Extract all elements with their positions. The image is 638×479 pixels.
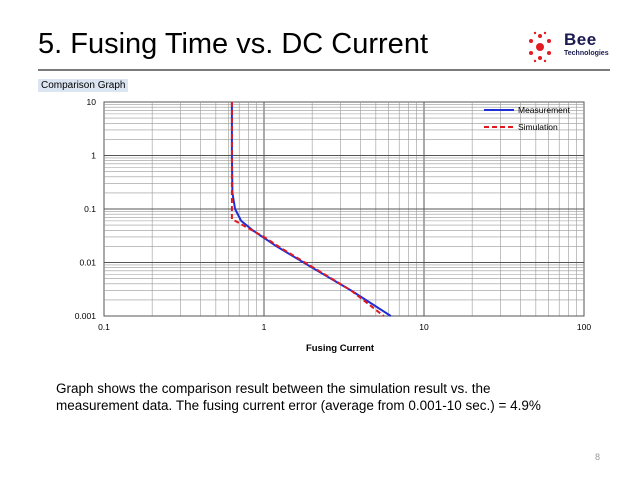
y-tick-label: 0.001 bbox=[75, 311, 97, 321]
x-tick-label: 1 bbox=[262, 322, 267, 332]
y-tick-label: 0.1 bbox=[84, 204, 96, 214]
logo-subtitle: Technologies bbox=[564, 50, 609, 57]
caption-line-1: Graph shows the comparison result betwee… bbox=[56, 381, 491, 396]
slide-title: 5. Fusing Time vs. DC Current bbox=[38, 28, 428, 60]
title-divider bbox=[38, 69, 610, 71]
legend-label-simulation: Simulation bbox=[518, 122, 558, 132]
x-axis-label: Fusing Current bbox=[306, 343, 375, 354]
y-tick-label: 1 bbox=[91, 151, 96, 161]
x-tick-label: 10 bbox=[419, 322, 429, 332]
caption-line-2: measurement data. The fusing current err… bbox=[56, 398, 541, 413]
legend-label-measurement: Measurement bbox=[518, 105, 571, 115]
bee-logo-icon bbox=[529, 31, 551, 63]
graph-label: Comparison Graph bbox=[38, 79, 129, 92]
series-line-simulation bbox=[230, 102, 385, 317]
x-tick-label: 0.1 bbox=[98, 322, 110, 332]
page-number: 8 bbox=[594, 452, 600, 462]
fusing-time-chart: 0.001 0.01 0.1 1 10 0.1 1 10 100 Fusing Current Me… bbox=[75, 97, 592, 354]
company-logo: Bee Technologies bbox=[528, 30, 612, 64]
y-tick-label: 10 bbox=[87, 97, 97, 107]
logo-name: Bee bbox=[564, 30, 597, 49]
caption: Graph shows the comparison result betwee… bbox=[56, 380, 596, 414]
x-tick-label: 100 bbox=[577, 322, 591, 332]
y-tick-label: 0.01 bbox=[79, 258, 96, 268]
